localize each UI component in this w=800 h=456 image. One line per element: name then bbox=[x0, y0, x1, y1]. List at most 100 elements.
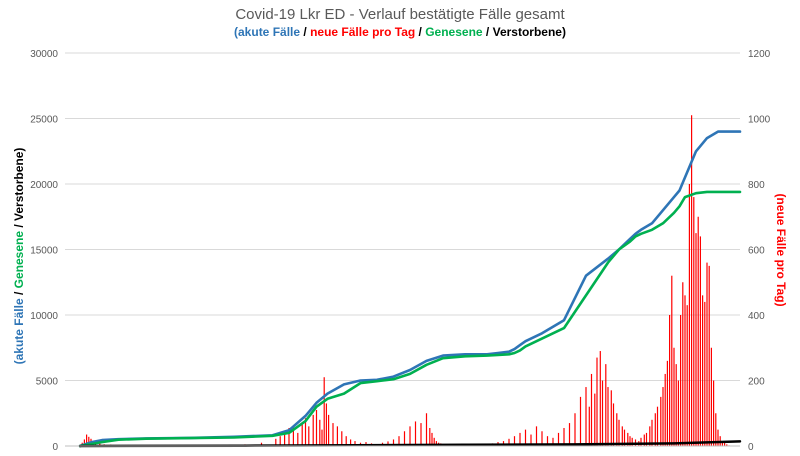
bar-neue-faelle bbox=[588, 406, 590, 446]
bar-neue-faelle bbox=[717, 429, 719, 446]
bar-neue-faelle bbox=[616, 413, 618, 446]
y-tick-left: 0 bbox=[52, 442, 58, 453]
bar-neue-faelle bbox=[574, 413, 576, 446]
subtitle-part-genesene: Genesene bbox=[425, 25, 483, 39]
bar-neue-faelle bbox=[585, 387, 587, 446]
bar-neue-faelle bbox=[671, 275, 673, 446]
bar-neue-faelle bbox=[612, 403, 615, 446]
y-tick-left: 10000 bbox=[30, 311, 58, 322]
bar-neue-faelle bbox=[392, 439, 395, 446]
subtitle-part-neue: neue Fälle pro Tag bbox=[310, 25, 416, 39]
bar-neue-faelle bbox=[414, 421, 417, 446]
ylabel-left-part-akute: (akute Fälle bbox=[12, 298, 26, 364]
bar-neue-faelle bbox=[629, 436, 631, 446]
bar-neue-faelle bbox=[691, 115, 693, 446]
bar-neue-faelle bbox=[524, 429, 527, 446]
bar-neue-faelle bbox=[605, 364, 607, 446]
chart-subtitle: (akute Fälle / neue Fälle pro Tag / Gene… bbox=[0, 25, 800, 39]
bar-neue-faelle bbox=[508, 438, 510, 446]
bar-neue-faelle bbox=[673, 347, 675, 446]
bar-neue-faelle bbox=[666, 360, 668, 446]
bar-neue-faelle bbox=[308, 426, 310, 446]
bar-neue-faelle bbox=[541, 431, 543, 446]
bar-neue-faelle bbox=[557, 432, 560, 446]
bar-neue-faelle bbox=[350, 439, 352, 446]
y-axis-right-ticks: 0 200 400 600 800 1000 1200 bbox=[748, 49, 771, 453]
y-tick-right: 1200 bbox=[748, 49, 771, 60]
bar-neue-faelle bbox=[697, 216, 699, 446]
y-tick-right: 600 bbox=[748, 246, 765, 257]
bar-neue-faelle bbox=[601, 380, 604, 446]
bar-neue-faelle bbox=[429, 427, 431, 446]
grid-lines bbox=[65, 52, 740, 381]
bar-neue-faelle bbox=[304, 418, 307, 446]
bar-neue-faelle bbox=[86, 434, 88, 446]
bar-neue-faelle bbox=[724, 442, 726, 446]
y-tick-right: 400 bbox=[748, 311, 765, 322]
y-tick-left: 30000 bbox=[30, 49, 58, 60]
bar-neue-faelle bbox=[292, 426, 294, 446]
bar-neue-faelle bbox=[319, 419, 321, 446]
ylabel-left-sep-1: / bbox=[12, 288, 26, 298]
bar-neue-faelle bbox=[607, 387, 609, 446]
bar-neue-faelle bbox=[643, 434, 645, 446]
ylabel-left-part-verstorbene: Verstorbene) bbox=[12, 148, 26, 221]
bar-neue-faelle bbox=[726, 444, 728, 446]
bar-neue-faelle bbox=[664, 373, 666, 446]
y-axis-left-ticks: 0 5000 10000 15000 20000 25000 30000 bbox=[30, 49, 58, 453]
bar-neue-faelle bbox=[275, 438, 277, 446]
ylabel-left-sep-2: / bbox=[12, 221, 26, 231]
bar-neue-faelle bbox=[425, 413, 428, 446]
bar-neue-faelle bbox=[288, 427, 290, 446]
y-axis-right-label: (neue Fälle pro Tag) bbox=[774, 193, 788, 306]
bar-neue-faelle bbox=[621, 426, 623, 446]
bar-neue-faelle bbox=[321, 429, 323, 446]
bar-neue-faelle bbox=[433, 437, 435, 446]
bar-neue-faelle bbox=[640, 437, 642, 446]
bar-neue-faelle bbox=[535, 426, 538, 446]
bar-neue-faelle bbox=[702, 295, 704, 446]
bar-neue-faelle bbox=[398, 436, 400, 446]
bar-neue-faelle bbox=[312, 414, 314, 446]
bar-neue-faelle bbox=[627, 432, 629, 446]
bar-neue-faelle bbox=[704, 301, 706, 446]
bar-neue-faelle bbox=[669, 315, 671, 446]
bar-neue-faelle bbox=[675, 364, 677, 446]
subtitle-sep-1: / bbox=[300, 25, 311, 39]
bar-neue-faelle bbox=[301, 423, 303, 446]
bar-neue-faelle bbox=[332, 423, 334, 446]
bar-neue-faelle bbox=[594, 393, 596, 446]
bar-neue-faelle bbox=[260, 442, 263, 446]
bar-neue-faelle bbox=[563, 427, 565, 446]
y-tick-left: 5000 bbox=[36, 377, 59, 388]
bar-neue-faelle bbox=[631, 437, 633, 446]
bar-neue-faelle bbox=[83, 439, 85, 446]
line-akute bbox=[78, 130, 742, 448]
line-series-group bbox=[78, 130, 742, 448]
bar-neue-faelle bbox=[645, 432, 648, 446]
bar-neue-faelle bbox=[552, 437, 554, 446]
bar-neue-faelle bbox=[662, 387, 664, 446]
bar-neue-faelle bbox=[713, 380, 715, 446]
y-tick-right: 0 bbox=[748, 442, 754, 453]
bar-neue-faelle bbox=[693, 197, 695, 446]
bar-neue-faelle bbox=[715, 413, 717, 446]
bar-neue-faelle bbox=[599, 351, 601, 446]
bar-neue-faelle bbox=[710, 347, 712, 446]
bar-neue-faelle bbox=[596, 357, 598, 446]
bar-neue-faelle bbox=[387, 441, 389, 446]
bar-neue-faelle bbox=[341, 431, 343, 446]
ylabel-left-part-genesene: Genesene bbox=[12, 231, 26, 289]
y-axis-left-label: (akute Fälle / Genesene / Verstorbene) bbox=[12, 148, 26, 365]
y-tick-left: 20000 bbox=[30, 180, 58, 191]
subtitle-part-verstorbene: Verstorbene) bbox=[492, 25, 566, 39]
bar-neue-faelle bbox=[680, 315, 682, 446]
bar-neue-faelle bbox=[590, 373, 593, 446]
bar-neue-faelle bbox=[297, 432, 299, 446]
bar-neue-faelle bbox=[610, 390, 612, 446]
bar-neue-faelle bbox=[684, 295, 686, 446]
subtitle-sep-2: / bbox=[415, 25, 426, 39]
bar-neue-faelle bbox=[546, 436, 549, 446]
bar-neue-faelle bbox=[682, 282, 684, 446]
